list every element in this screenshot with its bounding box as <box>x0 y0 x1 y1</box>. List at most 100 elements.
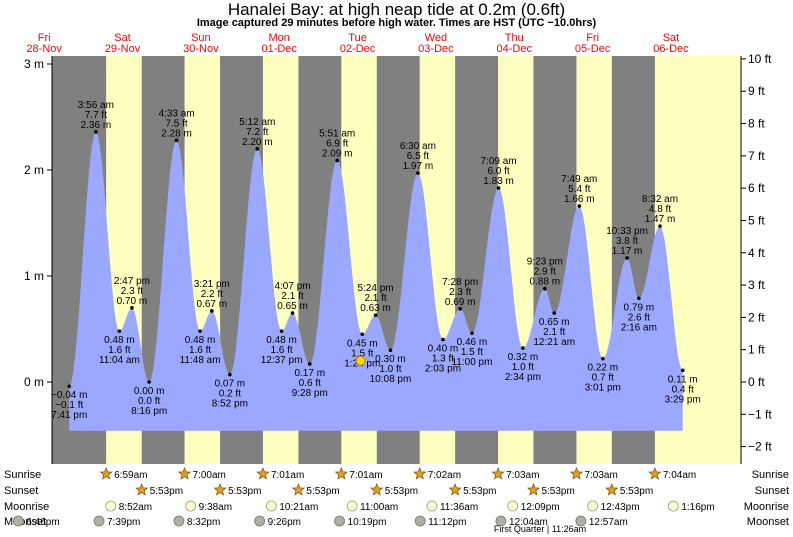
tide-m-label: 0.65 m <box>277 301 308 312</box>
tide-area <box>69 131 683 431</box>
sunset-icon <box>526 483 541 496</box>
moonrise-time: 10:21am <box>279 502 318 513</box>
tide-point <box>680 368 685 373</box>
tide-m-label: 0.40 m <box>428 344 459 355</box>
right-tick-label: 10 ft <box>748 52 772 66</box>
left-tick-label: 0 m <box>24 375 44 389</box>
tide-m-label: 2.36 m <box>81 120 112 131</box>
sunset-time: 5:53pm <box>541 486 574 497</box>
day-name-label: Mon <box>269 32 290 44</box>
moonrise-icon <box>346 500 358 512</box>
tide-time-label: 2:16 am <box>621 322 657 333</box>
tide-m-label: 0.67 m <box>197 299 228 310</box>
sunrise-icon <box>648 467 662 480</box>
tide-time-label: 11:00 pm <box>451 357 492 368</box>
date-label: 04-Dec <box>497 43 533 55</box>
tide-time-label: 3:01 pm <box>585 383 621 394</box>
tide-time-label: 3:29 pm <box>665 394 701 405</box>
moonset-icon <box>254 515 266 527</box>
tide-m-label: 0.11 m <box>668 374 698 385</box>
date-label: 30-Nov <box>183 43 219 55</box>
tide-ft-label: 2.9 ft <box>534 267 556 278</box>
tide-point <box>625 256 629 260</box>
row-label-left: Sunrise <box>4 469 41 481</box>
tide-ft-label: 2.3 ft <box>449 287 471 298</box>
sunrise-time: 7:03am <box>506 470 539 481</box>
right-tick-label: 6 ft <box>748 181 765 195</box>
tide-point <box>279 329 284 333</box>
day-name-label: Fri <box>586 32 599 44</box>
moonset-time: 9:26pm <box>268 517 301 528</box>
tide-ft-label: 5.4 ft <box>568 184 590 195</box>
moonrise-time: 1:16pm <box>681 502 714 513</box>
moonset-time: 12:57am <box>589 517 628 528</box>
tide-time-label: 2:03 pm <box>425 364 461 375</box>
tide-time-label: 2:34 pm <box>505 372 541 383</box>
sunset-icon <box>213 483 227 496</box>
day-name-label: Fri <box>38 32 51 44</box>
sunrise-time: 7:02am <box>428 470 461 481</box>
tide-m-label: 0.63 m <box>360 303 391 314</box>
tide-time-label: 10:08 pm <box>370 374 412 385</box>
moonset-icon <box>93 515 105 527</box>
tide-time-label: 10:33 pm <box>606 226 648 237</box>
right-tick-label: −1 ft <box>748 407 772 421</box>
sunset-icon <box>448 483 462 496</box>
moonrise-icon <box>426 500 438 512</box>
tide-ft-label: 2.1 ft <box>281 291 303 302</box>
tide-time-label: 6:30 am <box>400 141 436 152</box>
day-name-label: Sat <box>663 32 680 44</box>
moonrise-time: 9:38am <box>199 502 232 513</box>
tide-m-label: 0.48 m <box>185 335 216 346</box>
day-name-label: Sat <box>114 32 131 44</box>
moonrise-icon <box>587 500 599 512</box>
moonset-time: 11:12pm <box>428 517 466 528</box>
sunrise-icon <box>413 467 427 480</box>
sunrise-icon <box>334 467 348 480</box>
tide-point <box>601 356 605 361</box>
tide-m-label: 0.79 m <box>624 302 655 313</box>
tide-point <box>307 362 312 366</box>
sunset-icon <box>605 483 619 496</box>
tide-m-label: 0.45 m <box>347 338 378 349</box>
sunrise-time: 7:00am <box>193 470 226 481</box>
tide-time-label: 3:56 am <box>78 100 114 111</box>
tide-ft-label: 1.6 ft <box>189 345 211 356</box>
moonrise-time: 8:52am <box>119 502 152 513</box>
sunrise-time: 6:59am <box>114 470 147 481</box>
moonrise-icon <box>667 500 679 512</box>
tide-ft-label: 2.1 ft <box>543 327 565 338</box>
chart-subtitle: Image captured 29 minutes before high wa… <box>196 17 597 29</box>
tide-m-label: 0.22 m <box>588 363 619 374</box>
left-tick-label: 2 m <box>24 163 44 177</box>
tide-m-label: 0.46 m <box>457 337 488 348</box>
tide-ft-label: 0.4 ft <box>672 384 694 395</box>
tide-ft-label: 1.5 ft <box>461 347 483 358</box>
day-name-label: Tue <box>348 32 367 44</box>
day-name-label: Sun <box>191 32 211 44</box>
tide-time-label: 3:21 pm <box>194 279 230 290</box>
tide-point <box>117 329 122 333</box>
tide-ft-label: 1.6 ft <box>108 345 130 356</box>
tide-ft-label: −0.1 ft <box>55 400 83 411</box>
tide-ft-label: 6.9 ft <box>326 138 348 149</box>
tide-point <box>543 286 547 291</box>
right-tick-label: 8 ft <box>748 117 765 131</box>
tide-time-label: 12:37 pm <box>261 355 303 366</box>
tide-time-label: 8:52 pm <box>212 399 248 410</box>
tide-ft-label: 3.8 ft <box>616 236 638 247</box>
tide-point <box>496 186 501 190</box>
sunset-icon <box>291 483 306 496</box>
moon-phase-note: First Quarter | 11:26am <box>494 524 586 534</box>
tide-m-label: 1.97 m <box>403 161 434 172</box>
tide-point <box>174 138 179 143</box>
tide-time-label: 11:48 am <box>180 355 221 366</box>
moonrise-icon <box>265 500 277 512</box>
tide-m-label: 0.17 m <box>294 368 325 379</box>
moonset-icon <box>12 515 24 527</box>
tide-time-label: 8:32 am <box>642 194 678 205</box>
moonset-time: 8:32pm <box>187 517 220 528</box>
right-tick-label: 9 ft <box>748 84 765 98</box>
tide-ft-label: 1.0 ft <box>512 362 534 373</box>
sunrise-time: 7:03am <box>584 470 617 481</box>
